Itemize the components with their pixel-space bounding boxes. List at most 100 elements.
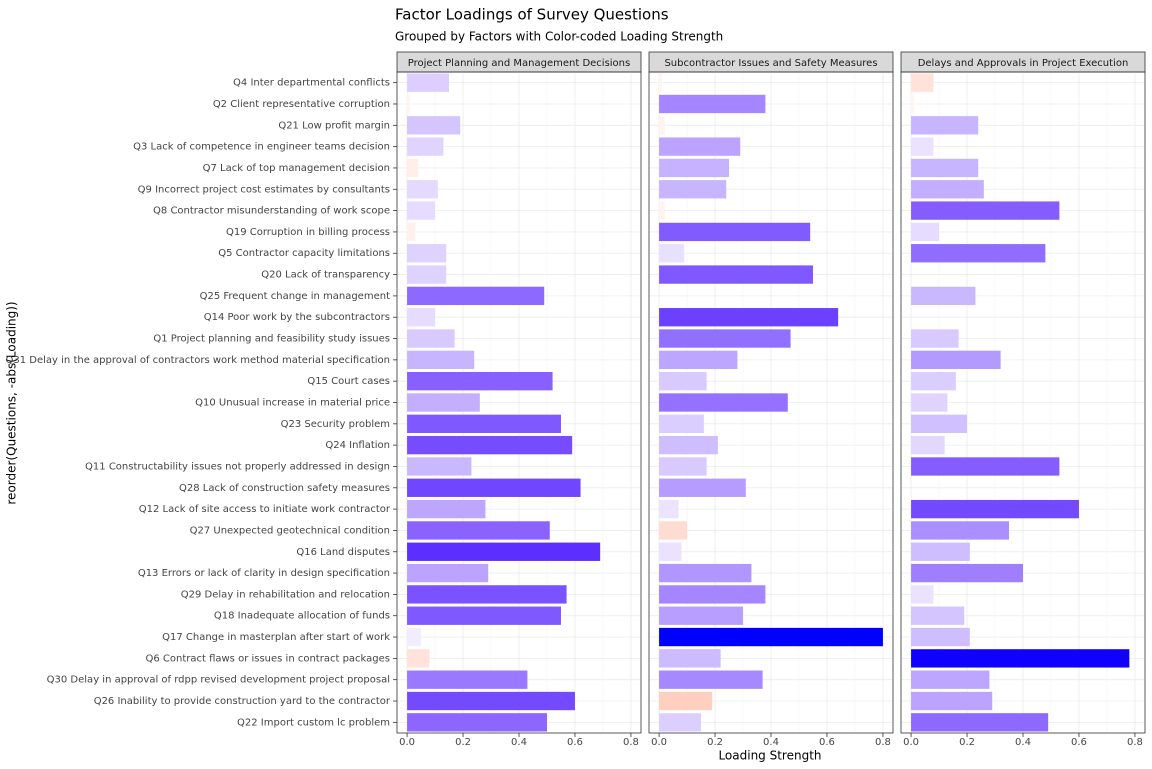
x-tick-label: 0.6 xyxy=(567,737,583,748)
bar xyxy=(407,542,601,561)
x-tick-label: 0.6 xyxy=(819,737,835,748)
bar xyxy=(911,649,1130,668)
bar xyxy=(659,542,682,561)
bar xyxy=(407,649,430,668)
y-tick-label: Q16 Land disputes xyxy=(296,547,390,558)
bar xyxy=(407,329,455,348)
y-tick-label: Q22 Import custom lc problem xyxy=(237,717,390,728)
bar xyxy=(407,585,567,604)
chart-subtitle: Grouped by Factors with Color-coded Load… xyxy=(395,30,723,44)
bar xyxy=(659,137,741,156)
y-axis-label: reorder(Questions, -abs(Loading)) xyxy=(5,301,19,504)
bar xyxy=(407,350,475,370)
bar xyxy=(911,691,993,711)
y-tick-label: Q8 Contractor misunderstanding of work s… xyxy=(153,206,390,217)
bar xyxy=(407,478,581,497)
x-tick-label: 0.4 xyxy=(511,737,527,748)
bar xyxy=(659,585,766,604)
x-tick-label: 0.4 xyxy=(1015,737,1031,748)
bar xyxy=(911,563,1023,583)
y-tick-label: Q19 Corruption in billing process xyxy=(226,227,390,238)
bar xyxy=(407,308,436,327)
bar xyxy=(659,350,738,370)
bar xyxy=(911,670,990,689)
x-tick-label: 0.6 xyxy=(1071,737,1087,748)
bar xyxy=(659,244,685,263)
bar xyxy=(407,563,489,583)
x-tick-label: 0.2 xyxy=(959,737,975,748)
bar xyxy=(911,713,1049,732)
bar xyxy=(659,222,811,242)
bar xyxy=(911,372,956,391)
bar xyxy=(911,116,979,135)
bar xyxy=(659,627,883,647)
panel-border xyxy=(396,71,642,734)
bar xyxy=(659,649,721,668)
x-tick-label: 0.4 xyxy=(763,737,779,748)
y-tick-label: Q3 Lack of competence in engineer teams … xyxy=(133,142,390,153)
chart-title: Factor Loadings of Survey Questions xyxy=(395,6,669,24)
bar xyxy=(911,201,1060,220)
bar xyxy=(659,713,702,732)
y-tick-label: Q9 Incorrect project cost estimates by c… xyxy=(138,184,390,195)
bar xyxy=(911,350,1001,370)
x-tick-label: 0.0 xyxy=(651,737,667,748)
bar xyxy=(407,73,450,92)
y-tick-label: Q7 Lack of top management decision xyxy=(203,163,390,174)
x-tick-label: 0.2 xyxy=(707,737,723,748)
bar xyxy=(911,286,976,306)
bar xyxy=(407,201,436,220)
facet-title: Subcontractor Issues and Safety Measures xyxy=(664,58,877,69)
bar xyxy=(407,158,419,178)
bar xyxy=(407,414,561,433)
bar xyxy=(911,222,940,242)
y-tick-label: Q12 Lack of site access to initiate work… xyxy=(139,504,391,515)
bar xyxy=(407,116,461,135)
panel-border xyxy=(900,71,1146,734)
bar xyxy=(659,158,730,178)
bar xyxy=(407,265,447,284)
bar xyxy=(911,627,970,647)
bar xyxy=(407,286,545,306)
bar xyxy=(659,372,707,391)
facet-title: Delays and Approvals in Project Executio… xyxy=(918,58,1129,69)
bar xyxy=(659,94,766,114)
bar xyxy=(407,713,547,732)
bar xyxy=(911,606,965,625)
y-tick-label: Q28 Lack of construction safety measures xyxy=(179,483,390,494)
bar xyxy=(659,414,704,433)
bar xyxy=(659,670,763,689)
bar xyxy=(407,244,447,263)
bar xyxy=(659,478,746,497)
bar xyxy=(911,137,934,156)
bar xyxy=(911,585,934,604)
bar xyxy=(407,222,416,242)
x-axis-label: Loading Strength xyxy=(718,749,821,763)
x-tick-label: 0.8 xyxy=(623,737,639,748)
bar xyxy=(659,73,662,92)
y-tick-label: Q4 Inter departmental conflicts xyxy=(233,78,390,89)
bar xyxy=(407,435,573,455)
bar xyxy=(911,73,934,92)
y-tick-label: Q27 Unexpected geotechnical condition xyxy=(190,525,390,536)
bar xyxy=(911,435,945,455)
bar xyxy=(911,244,1046,263)
bar xyxy=(659,521,688,540)
bar xyxy=(407,393,480,412)
bar xyxy=(659,393,788,412)
x-tick-label: 0.8 xyxy=(875,737,891,748)
bar xyxy=(911,457,1060,476)
bar xyxy=(407,521,550,540)
y-tick-label: Q10 Unusual increase in material price xyxy=(195,398,390,409)
y-tick-label: Q13 Errors or lack of clarity in design … xyxy=(138,568,390,579)
y-tick-label: Q30 Delay in approval of rdpp revised de… xyxy=(47,675,390,686)
facet-title: Project Planning and Management Decision… xyxy=(408,58,630,69)
y-tick-label: Q11 Constructability issues not properly… xyxy=(85,461,390,472)
bar xyxy=(659,563,752,583)
bar xyxy=(659,329,791,348)
bar xyxy=(407,457,472,476)
x-tick-label: 0.2 xyxy=(455,737,471,748)
y-tick-label: Q26 Inability to provide construction ya… xyxy=(94,696,391,707)
bar xyxy=(911,180,984,199)
bar xyxy=(407,670,528,689)
